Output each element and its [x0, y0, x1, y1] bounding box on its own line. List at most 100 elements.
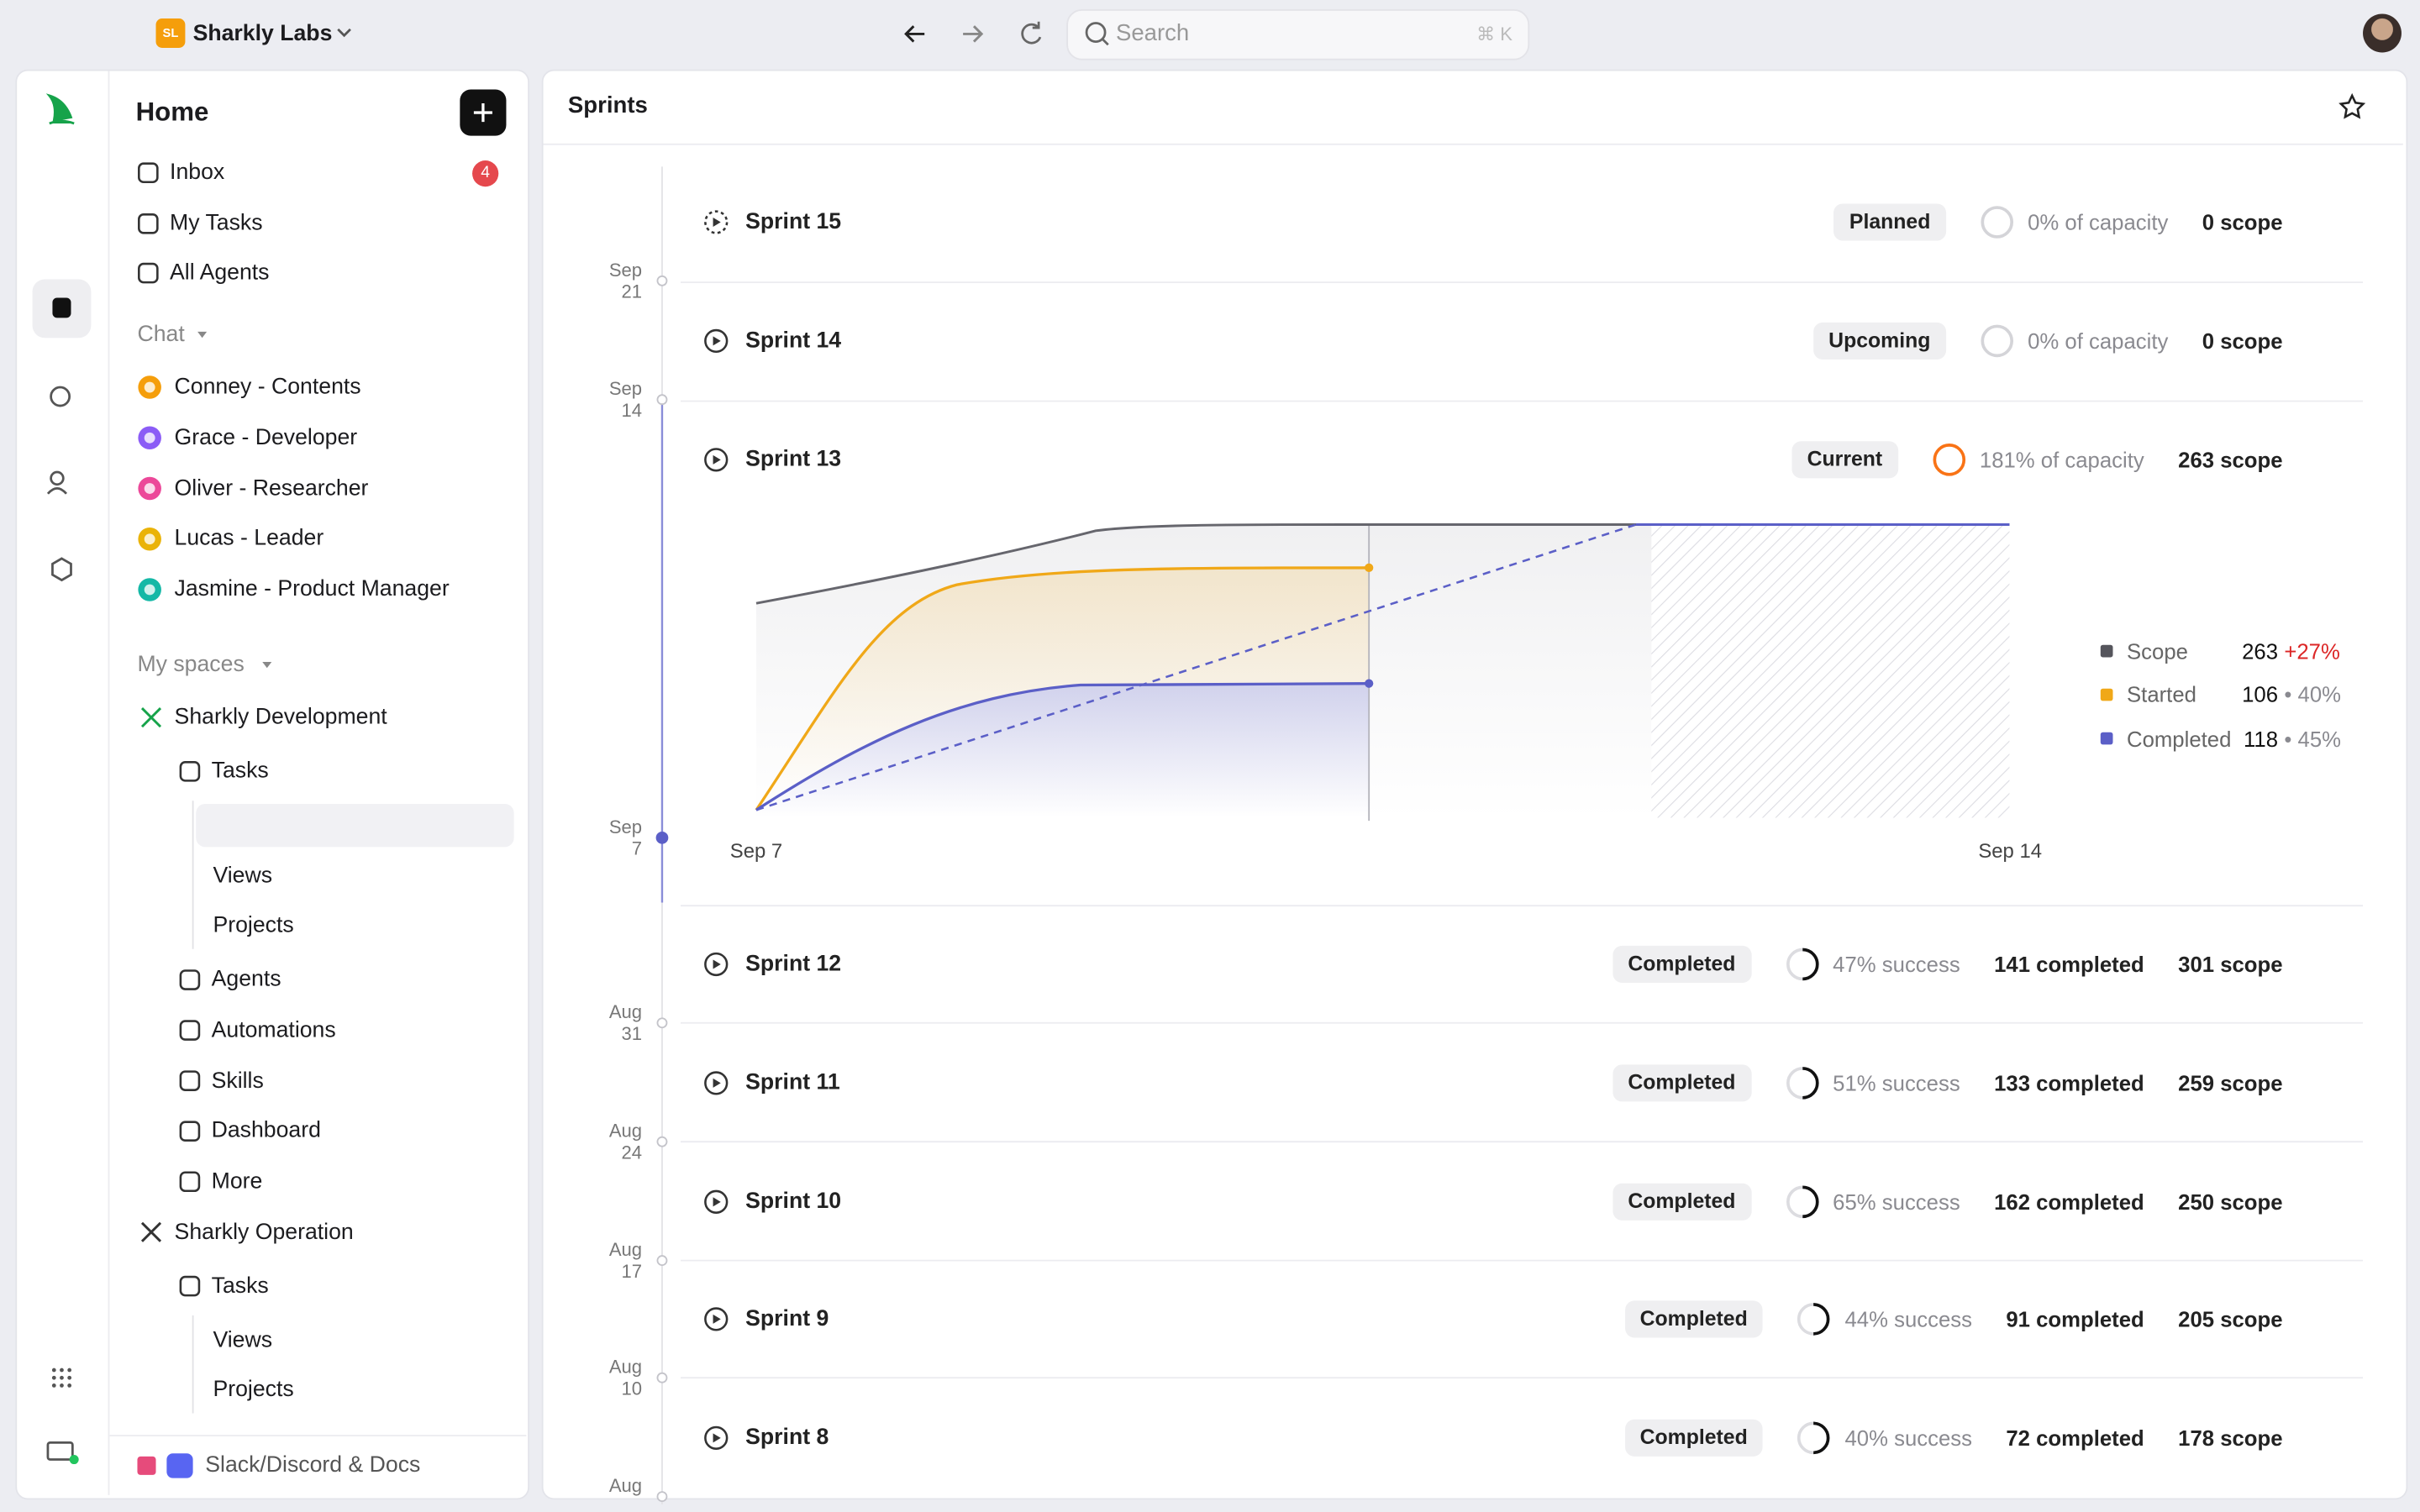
scope-count: 0 scope: [2202, 209, 2283, 235]
status-pill: Completed: [1612, 1183, 1751, 1221]
workspace-logo[interactable]: SL: [155, 18, 186, 48]
progress-ring: [1797, 1303, 1831, 1336]
user-avatar[interactable]: [2363, 13, 2402, 53]
status-pill: Upcoming: [1812, 322, 1946, 360]
search-shortcut: ⌘ K: [1476, 23, 1513, 45]
progress-ring: [1797, 1421, 1831, 1455]
space-subitem[interactable]: Views: [213, 1327, 273, 1353]
space-item[interactable]: More: [211, 1169, 263, 1194]
workspace-name[interactable]: Sharkly Labs: [192, 21, 333, 47]
sprint-name[interactable]: Sprint 13: [745, 447, 842, 473]
space-subitem[interactable]: Projects: [213, 914, 294, 939]
sprint-metrics: Completed 44% success 91 completed 205 scop…: [1624, 1298, 2283, 1341]
space-item[interactable]: Agents: [211, 967, 281, 993]
progress-ring: [1932, 444, 1965, 476]
ring-track: [1981, 206, 2013, 239]
chat-item[interactable]: Oliver - Researcher: [174, 475, 369, 501]
sprint-name[interactable]: Sprint 9: [745, 1306, 829, 1332]
reload-icon: [1021, 21, 1042, 45]
sprint-name[interactable]: Sprint 15: [745, 209, 842, 235]
space-name[interactable]: Sharkly Development: [174, 705, 387, 730]
status-pill: Completed: [1612, 945, 1751, 984]
ring-track: [1981, 324, 2013, 358]
progress: 65% success: [1785, 1185, 1960, 1219]
chat-item[interactable]: Jasmine - Product Manager: [174, 577, 450, 602]
progress: 51% success: [1785, 1066, 1960, 1100]
completed-count: 72 completed: [2006, 1425, 2144, 1451]
sidebar-panel: [15, 69, 530, 1500]
sprint-name[interactable]: Sprint 11: [745, 1070, 840, 1096]
space-subitem[interactable]: Projects: [213, 1378, 294, 1404]
section-header: My spaces: [137, 652, 245, 678]
page-title: Sprints: [567, 92, 648, 119]
legend-detail: • 45%: [2284, 726, 2341, 751]
scope-count: 263 scope: [2178, 447, 2283, 473]
progress-ring: [1981, 206, 2013, 239]
forward-icon: [963, 25, 984, 43]
timeline-day: 17: [621, 1260, 643, 1283]
capacity: 0% of capacity: [2028, 209, 2169, 235]
legend-name: Started: [2127, 682, 2196, 707]
space-item[interactable]: Skills: [211, 1068, 264, 1094]
status-pill: Completed: [1624, 1419, 1764, 1457]
success-rate: 44% success: [1844, 1306, 1972, 1332]
timeline-month: Aug: [608, 1474, 643, 1497]
inbox-badge: 4: [472, 160, 499, 187]
sprint-name[interactable]: Sprint 8: [745, 1425, 829, 1451]
space-item[interactable]: Automations: [211, 1017, 336, 1043]
chat-item[interactable]: Conney - Contents: [174, 375, 361, 400]
sprint-name[interactable]: Sprint 12: [745, 952, 842, 977]
nav-item[interactable]: My Tasks: [170, 211, 263, 237]
sprint-name[interactable]: Sprint 10: [745, 1189, 842, 1215]
search-box[interactable]: [1066, 9, 1530, 60]
ring-arc: [1813, 1303, 1831, 1336]
space-item[interactable]: Tasks: [211, 759, 269, 785]
sprint-metrics: Completed 40% success 72 completed 178 scop…: [1624, 1416, 2283, 1459]
legend-detail: +27%: [2284, 638, 2340, 664]
space-name[interactable]: Sharkly Operation: [174, 1220, 354, 1245]
chevron-icon: [337, 28, 351, 38]
timeline-day: 24: [621, 1142, 643, 1163]
sprint-name[interactable]: Sprint 14: [745, 328, 842, 354]
timeline-day: 14: [621, 399, 643, 422]
ring-track: [1932, 444, 1965, 476]
main-panel: [541, 69, 2408, 1500]
sprint-metrics: Completed 47% success 141 completed 301 sco…: [1612, 942, 2283, 985]
legend-name: Completed: [2127, 726, 2232, 751]
ring-arc: [1802, 948, 1818, 981]
legend-value: 106: [2242, 682, 2279, 707]
space-subitem[interactable]: Views: [213, 863, 273, 889]
progress: 0% of capacity: [1980, 324, 2168, 358]
success-rate: 40% success: [1844, 1425, 1972, 1451]
progress: 44% success: [1797, 1302, 1972, 1336]
scope-count: 259 scope: [2178, 1070, 2283, 1096]
progress-ring: [1786, 1185, 1818, 1219]
new-button[interactable]: [460, 89, 507, 136]
nav-item[interactable]: Inbox: [170, 160, 225, 186]
back-icon: [904, 25, 925, 43]
legend-name: Scope: [2127, 638, 2188, 664]
progress: 181% of capacity: [1932, 443, 2144, 476]
space-item[interactable]: Tasks: [211, 1273, 269, 1299]
space-item[interactable]: Dashboard: [211, 1118, 321, 1144]
scope-count: 301 scope: [2178, 952, 2283, 977]
sprint-metrics: Current 181% of capacity 263 scope: [1791, 438, 2283, 481]
ring-arc: [1813, 1421, 1831, 1455]
footer-divider: [109, 1435, 527, 1437]
completed-count: 91 completed: [2006, 1306, 2144, 1332]
rail-divider: [108, 71, 110, 1495]
success-rate: 47% success: [1833, 952, 1960, 977]
section-header: Chat: [137, 322, 185, 348]
chat-item[interactable]: Grace - Developer: [174, 425, 358, 450]
timeline-month: Aug: [608, 1238, 643, 1261]
chat-item[interactable]: Lucas - Leader: [174, 527, 324, 552]
status-pill: Planned: [1833, 203, 1946, 241]
space-subitem[interactable]: Sprints: [213, 812, 291, 838]
footer-link[interactable]: Slack/Discord & Docs: [205, 1453, 421, 1478]
scope-count: 250 scope: [2178, 1189, 2283, 1215]
capacity: 0% of capacity: [2028, 328, 2169, 354]
timeline-month: Sep: [608, 378, 643, 400]
nav-item[interactable]: All Agents: [170, 260, 270, 286]
